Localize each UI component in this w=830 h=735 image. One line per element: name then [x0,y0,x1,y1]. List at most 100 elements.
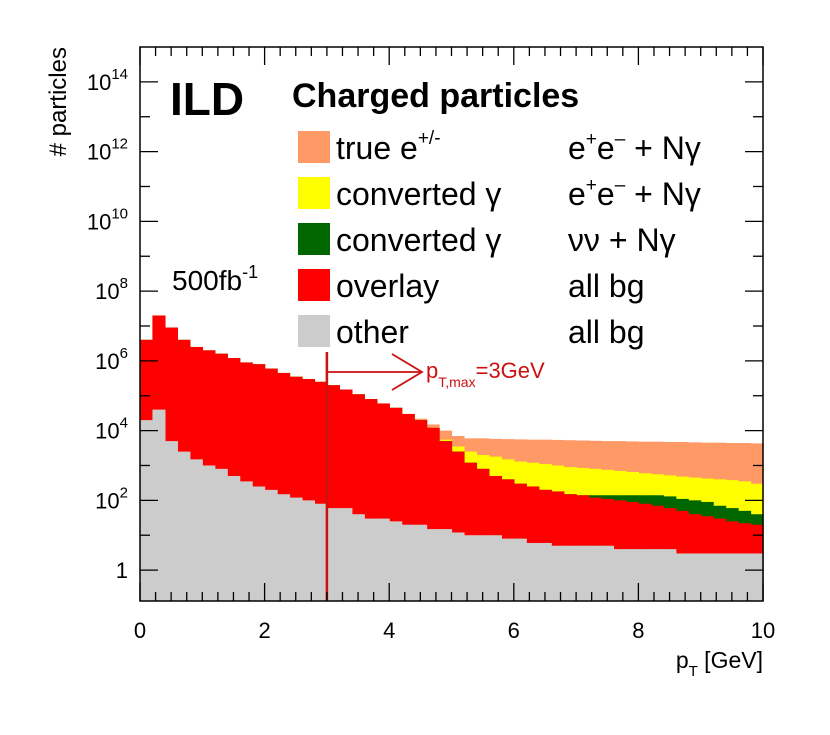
legend-process-0: e+e– + Nγ [568,129,701,166]
y-tick-label-exp: 12 [111,136,128,153]
x-axis-label: pT [GeV] [676,647,763,680]
legend-process-4: all bg [568,314,645,350]
y-tick-label-1: 102 [95,484,128,513]
x-tick-label-4: 8 [632,618,644,643]
bar-other-34 [563,545,577,601]
y-tick-label-0: 1 [116,558,128,583]
legend-swatch-3 [298,269,330,301]
x-tick-label-1: 2 [258,618,270,643]
bar-other-49 [750,553,764,601]
bar-other-25 [451,532,465,601]
legend-process-sup1: + [586,129,597,150]
x-tick-label-2: 4 [383,618,395,643]
y-tick-label-base: 10 [87,209,111,234]
bar-other-5 [202,465,216,601]
bar-other-42 [663,549,677,601]
bar-other-1 [152,409,166,601]
bar-other-28 [488,535,502,601]
x-tick-label-0: 0 [134,618,146,643]
bar-other-2 [164,441,178,601]
bar-other-35 [576,545,590,601]
y-axis-label: # particles [45,47,72,156]
legend-process-3: all bg [568,268,645,304]
y-tick-label-base: 10 [87,140,111,165]
legend-process-main: νν + Nγ [568,222,676,258]
legend-label-2: converted γ [336,222,501,258]
pt-max-annotation: pT,max=3GeV [325,352,545,601]
y-tick-label-base: 10 [95,419,119,444]
bar-other-33 [551,545,565,601]
bar-other-48 [738,553,752,601]
x-tick-label-3: 6 [508,618,520,643]
bar-other-21 [401,524,415,601]
y-tick-label-base: 1 [116,558,128,583]
bar-other-47 [725,553,739,601]
bar-other-14 [314,503,328,601]
y-tick-label-exp: 4 [120,415,128,432]
bar-other-24 [439,529,453,601]
legend-process-main: all bg [568,268,645,304]
legend-swatch-2 [298,223,330,255]
bar-other-46 [713,553,727,601]
x-axis-label-sub: T [689,663,698,680]
y-tick-label-base: 10 [95,279,119,304]
legend-label-main: overlay [336,268,439,304]
y-tick-label-2: 104 [95,415,128,444]
y-tick-label-4: 108 [95,275,128,304]
legend-process-sup1: + [586,175,597,196]
y-tick-label-exp: 10 [111,205,128,222]
legend-label-main: converted γ [336,176,501,212]
pt-max-label-sub: T,max [438,374,475,390]
bar-other-8 [239,481,253,601]
legend-label-main: true e [336,130,418,166]
bar-other-10 [264,489,278,601]
bar-other-36 [588,545,602,601]
bar-other-9 [252,486,266,601]
legend-process-2: νν + Nγ [568,222,676,258]
legend: true e+/- e+e– + Nγ converted γ e+e– + Nγ co… [298,128,701,350]
legend-swatch-4 [298,315,330,347]
bar-other-32 [538,542,552,601]
bar-other-44 [688,553,702,601]
x-axis-label-unit: [GeV] [698,647,763,673]
legend-label-0: true e+/- [336,128,441,166]
legend-process-main: e [568,130,586,166]
y-tick-label-exp: 14 [111,66,128,83]
y-tick-label-5: 1010 [87,205,128,234]
bar-other-23 [426,529,440,601]
y-tick-label-exp: 2 [120,484,128,501]
bar-other-19 [376,518,390,601]
legend-label-sup: +/- [418,128,441,149]
bar-other-39 [625,549,639,601]
bar-other-0 [140,420,154,601]
bar-other-31 [526,542,540,601]
y-tick-label-3: 106 [95,345,128,374]
legend-label-4: other [336,314,409,350]
bar-other-18 [364,518,378,601]
histogram-bars [140,315,764,601]
y-tick-label-6: 1012 [87,136,128,165]
experiment-label: ILD [170,73,244,125]
legend-label-main: other [336,314,409,350]
y-tick-label-base: 10 [95,349,119,374]
pt-max-arrow-head [391,353,424,391]
y-tick-label-exp: 6 [120,345,128,362]
pt-max-label-main: p [426,358,438,383]
y-tick-label-7: 1014 [87,66,128,95]
bar-other-11 [277,494,291,601]
bar-other-7 [227,475,241,601]
y-tick-label-base: 10 [87,70,111,95]
legend-process-main: e [568,176,586,212]
bar-other-20 [389,521,403,601]
bar-other-15 [326,508,340,601]
luminosity-value: 500fb [172,265,242,296]
bar-other-6 [214,468,228,601]
bar-other-45 [700,553,714,601]
legend-process-tail: + Nγ [625,130,701,166]
y-tick-label-exp: 8 [120,275,128,292]
bar-other-29 [501,538,515,601]
legend-process-1: e+e– + Nγ [568,175,701,212]
chart-title: Charged particles [292,77,579,115]
bar-other-37 [601,545,615,601]
